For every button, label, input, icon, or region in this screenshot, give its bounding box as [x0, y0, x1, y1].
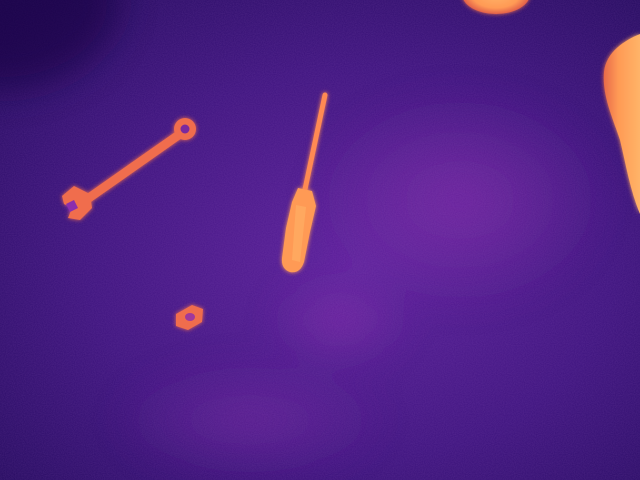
wrench [62, 118, 196, 220]
hex-nut [176, 305, 203, 330]
right-edge-heat-blob [603, 34, 640, 214]
screwdriver [281, 92, 328, 273]
top-edge-heat-blob [463, 0, 529, 14]
vignette [0, 0, 120, 90]
